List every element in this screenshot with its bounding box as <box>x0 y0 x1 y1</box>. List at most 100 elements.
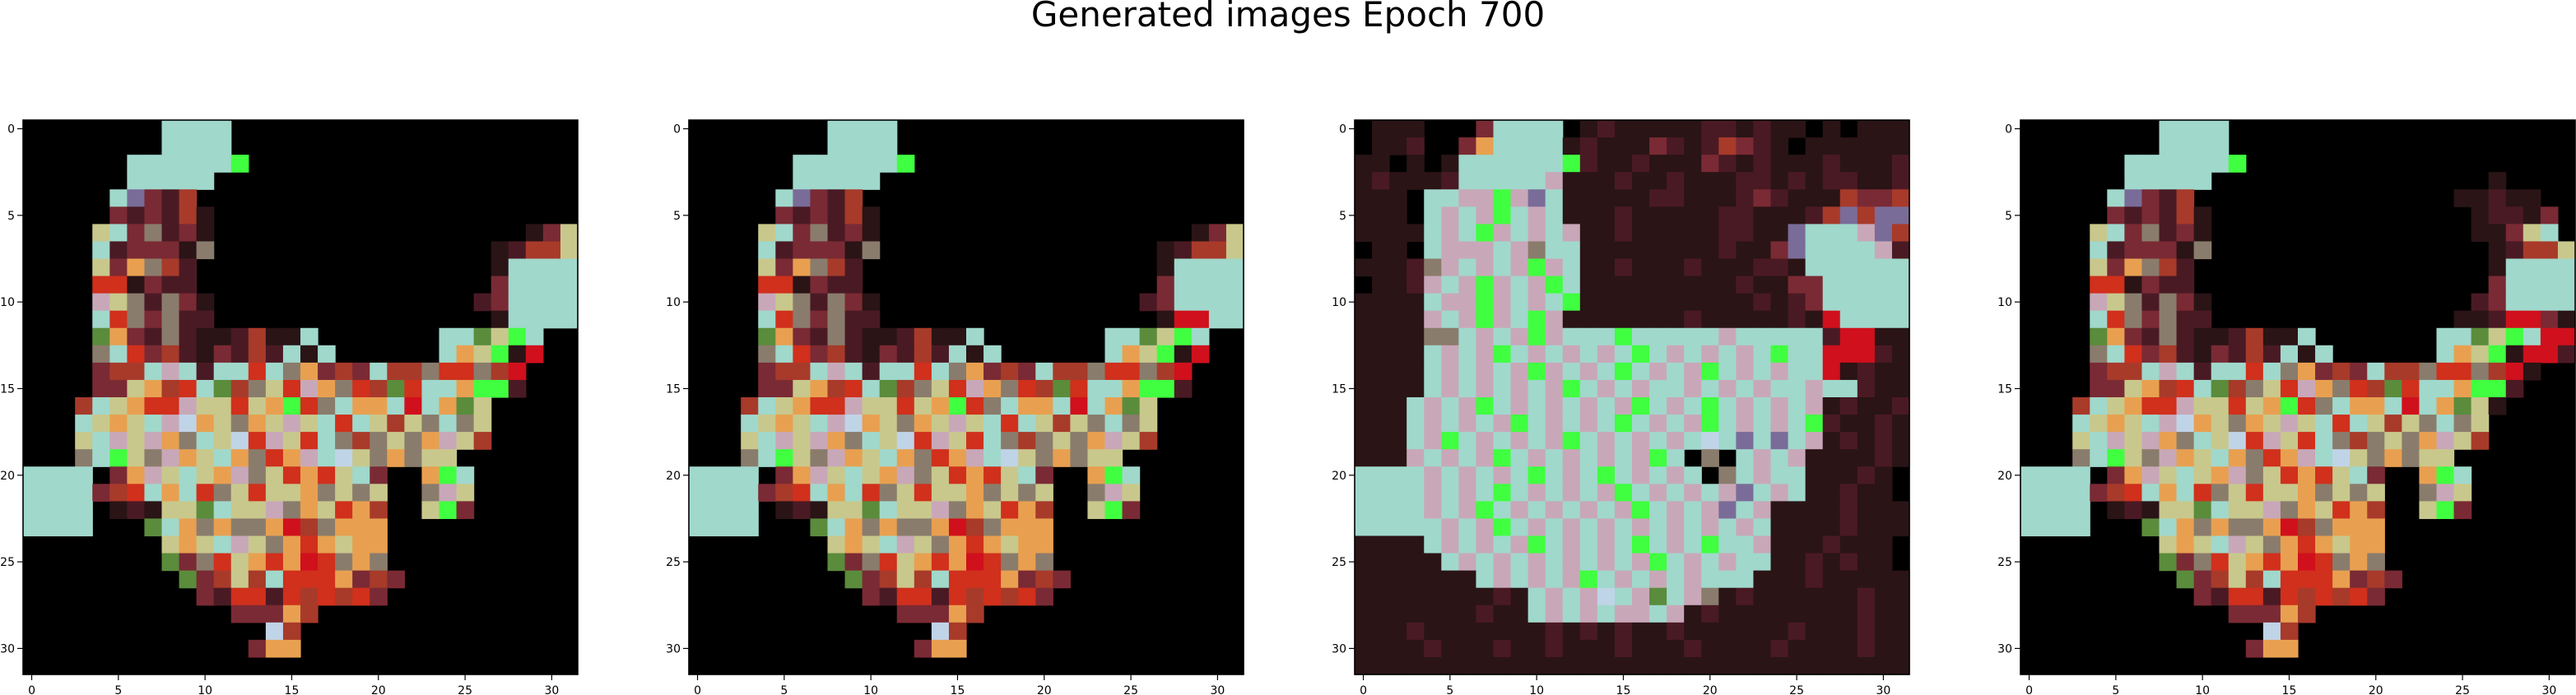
pixel-cell <box>1174 258 1193 277</box>
pixel-cell <box>1736 293 1755 312</box>
pixel-cell <box>2193 432 2212 450</box>
pixel-cell <box>2488 189 2507 207</box>
pixel-cell <box>1597 415 1616 433</box>
pixel-cell <box>896 518 915 537</box>
pixel-cell <box>265 345 284 364</box>
pixel-cell <box>335 466 353 484</box>
pixel-cell <box>2211 553 2230 572</box>
pixel-cell <box>1649 345 1667 364</box>
pixel-cell <box>2453 379 2472 398</box>
pixel-cell <box>1372 449 1390 467</box>
pixel-cell <box>335 553 353 572</box>
pixel-cell <box>1018 587 1036 606</box>
pixel-cell <box>2332 415 2350 433</box>
pixel-cell <box>1770 587 1789 606</box>
pixel-cell <box>723 501 742 520</box>
pixel-cell <box>1458 484 1477 502</box>
pixel-cell <box>1510 379 1529 398</box>
pixel-cell <box>1355 553 1373 572</box>
pixel-cell <box>248 345 267 364</box>
x-tick-label: 5 <box>2112 684 2119 695</box>
pixel-cell <box>2262 432 2281 450</box>
pixel-cell <box>2419 449 2438 467</box>
pixel-cell <box>827 258 846 277</box>
pixel-cell <box>491 258 509 277</box>
pixel-cell <box>1001 484 1019 502</box>
pixel-cell <box>1874 432 1893 450</box>
pixel-cell <box>1684 535 1702 554</box>
pixel-cell <box>1632 432 1650 450</box>
pixel-cell <box>144 258 163 277</box>
pixel-cell <box>2350 466 2368 484</box>
pixel-cell <box>775 310 793 329</box>
pixel-cell <box>1614 484 1633 502</box>
pixel-cell <box>1389 397 1407 415</box>
pixel-cell <box>1822 155 1841 173</box>
pixel-cell <box>948 518 967 537</box>
pixel-cell <box>421 449 440 467</box>
pixel-cell <box>1770 276 1789 294</box>
pixel-cell <box>948 397 967 415</box>
pixel-cell <box>300 449 319 467</box>
pixel-cell <box>1579 224 1598 243</box>
pixel-cell <box>2124 415 2143 433</box>
pixel-cell <box>2159 466 2178 484</box>
pixel-cell <box>896 553 915 572</box>
pixel-cell <box>508 241 527 260</box>
pixel-cell <box>1122 415 1141 433</box>
pixel-cell <box>844 327 863 346</box>
pixel-cell <box>2228 570 2247 589</box>
pixel-cell <box>265 553 284 572</box>
pixel-cell <box>1510 501 1529 520</box>
pixel-cell <box>1424 484 1442 502</box>
pixel-cell <box>2280 622 2299 641</box>
pixel-cell <box>2557 310 2576 329</box>
pixel-cell <box>2124 276 2143 294</box>
pixel-cell <box>1614 553 1633 572</box>
pixel-cell <box>1632 258 1650 277</box>
pixel-cell <box>2350 535 2368 554</box>
pixel-cell <box>827 155 846 173</box>
pixel-cell <box>1649 518 1667 537</box>
pixel-cell <box>1632 570 1650 589</box>
pixel-cell <box>179 172 198 190</box>
pixel-cell <box>1614 345 1633 364</box>
pixel-cell <box>775 432 793 450</box>
pixel-cell <box>1891 501 1910 520</box>
pixel-cell <box>1545 570 1564 589</box>
pixel-cell <box>1545 120 1564 138</box>
pixel-cell <box>2107 466 2125 484</box>
pixel-cell <box>1458 501 1477 520</box>
pixel-cell <box>1458 258 1477 277</box>
pixel-cell <box>2350 449 2368 467</box>
pixel-cell <box>2193 466 2212 484</box>
pixel-cell <box>2315 570 2333 589</box>
pixel-cell <box>1441 345 1459 364</box>
pixel-cell <box>1667 345 1685 364</box>
pixel-cell <box>1857 189 1876 207</box>
pixel-cell <box>1458 241 1477 260</box>
pixel-cell <box>775 206 793 225</box>
pixel-cell <box>1579 553 1598 572</box>
pixel-cell <box>1805 587 1824 606</box>
pixel-cell <box>40 484 58 502</box>
pixel-cell <box>1458 570 1477 589</box>
pixel-cell <box>1822 570 1841 589</box>
pixel-cell <box>213 466 232 484</box>
pixel-cell <box>2350 518 2368 537</box>
pixel-cell <box>525 224 544 243</box>
pixel-cell <box>2367 553 2385 572</box>
pixel-cell <box>2020 518 2039 537</box>
pixel-cell <box>1753 397 1772 415</box>
pixel-cell <box>844 570 863 589</box>
pixel-cell <box>2193 155 2212 173</box>
pixel-cell <box>370 449 388 467</box>
pixel-cell <box>2228 518 2247 537</box>
pixel-cell <box>1001 553 1019 572</box>
pixel-cell <box>179 276 198 294</box>
pixel-cell <box>1614 258 1633 277</box>
pixel-cell <box>2193 484 2212 502</box>
pixel-cell <box>1407 276 1425 294</box>
pixel-cell <box>23 518 41 537</box>
pixel-cell <box>1684 345 1702 364</box>
